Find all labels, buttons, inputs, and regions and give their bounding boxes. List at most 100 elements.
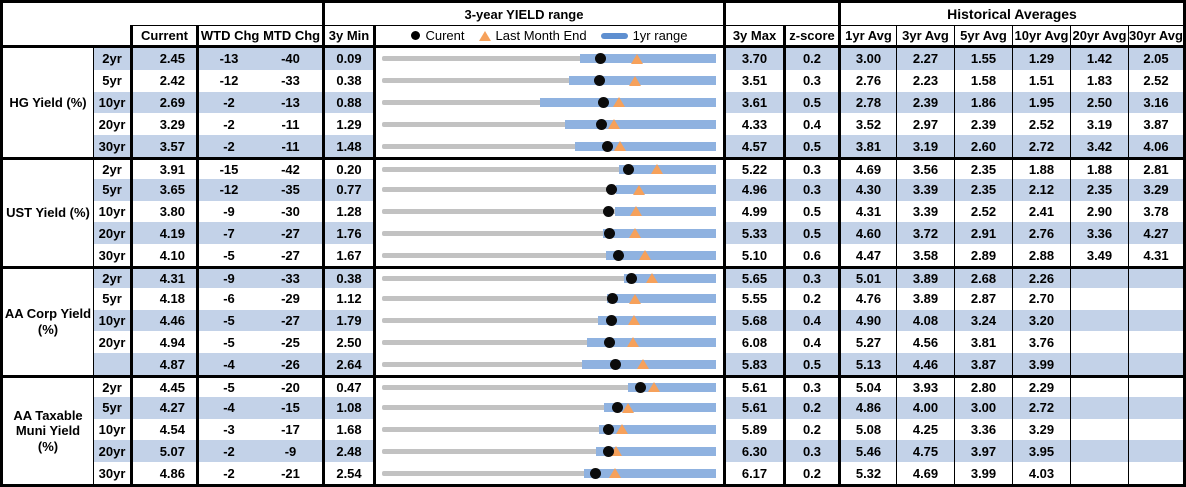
range-bar-1yr — [587, 337, 716, 347]
current-dot — [611, 402, 623, 414]
current-dot — [603, 227, 615, 239]
cell-tenor: 2yr — [93, 265, 130, 288]
current-dot — [604, 336, 616, 348]
cell-20yr-avg — [1070, 331, 1128, 354]
range-chart-cell — [373, 156, 723, 179]
cell-10yr-avg: 3.99 — [1012, 353, 1070, 375]
cell-3y-min: 1.12 — [322, 287, 373, 310]
cell-10yr-avg: 3.20 — [1012, 309, 1070, 332]
cell-10yr-avg: 2.41 — [1012, 200, 1070, 223]
cell-5yr-avg: 3.36 — [954, 418, 1012, 441]
cell-z-score: 0.2 — [783, 396, 838, 419]
cell-30yr-avg: 2.52 — [1128, 69, 1183, 92]
range-chart-cell — [373, 69, 723, 92]
range-chart — [382, 113, 716, 135]
cell-mtd-chg: -33 — [259, 265, 322, 288]
last-month-end-marker — [628, 75, 641, 86]
range-chart-cell — [373, 135, 723, 157]
range-track-3y — [382, 361, 716, 367]
cell-3y-max: 5.65 — [723, 265, 783, 288]
cell-10yr-avg: 2.26 — [1012, 265, 1070, 288]
cell-30yr-avg — [1128, 396, 1183, 419]
cell-3yr-avg: 4.75 — [896, 440, 954, 463]
cell-wtd-chg: -2 — [196, 135, 259, 157]
range-bar-1yr — [596, 446, 716, 456]
current-dot — [609, 358, 621, 370]
last-month-end-marker — [629, 206, 642, 217]
cell-1yr-avg: 4.86 — [838, 396, 896, 419]
range-chart-cell — [373, 309, 723, 332]
cell-3y-min: 0.20 — [322, 156, 373, 179]
last-month-end-marker — [616, 424, 629, 435]
header-blank-mid — [723, 3, 838, 26]
range-chart-cell — [373, 48, 723, 70]
cell-5yr-avg: 1.58 — [954, 69, 1012, 92]
cell-wtd-chg: -2 — [196, 440, 259, 463]
cell-wtd-chg: -9 — [196, 200, 259, 223]
cell-3yr-avg: 4.56 — [896, 331, 954, 354]
cell-1yr-avg: 5.13 — [838, 353, 896, 375]
section-label: UST Yield (%) — [3, 156, 93, 266]
cell-3y-min: 1.29 — [322, 113, 373, 136]
cell-20yr-avg — [1070, 440, 1128, 463]
range-bar-1yr — [579, 54, 716, 64]
cell-5yr-avg: 3.81 — [954, 331, 1012, 354]
last-month-end-marker — [645, 273, 658, 284]
cell-20yr-avg: 1.42 — [1070, 48, 1128, 70]
cell-3yr-avg: 4.08 — [896, 309, 954, 332]
range-chart-cell — [373, 440, 723, 463]
range-chart — [382, 48, 716, 70]
column-header-3y-min: 3y Min — [322, 26, 373, 48]
cell-tenor: 10yr — [93, 309, 130, 332]
cell-30yr-avg — [1128, 287, 1183, 310]
range-bar-1yr — [598, 315, 716, 325]
range-bar-icon — [600, 32, 628, 39]
cell-tenor: 5yr — [93, 178, 130, 201]
cell-1yr-avg: 5.32 — [838, 462, 896, 484]
cell-current: 4.94 — [130, 331, 196, 354]
cell-20yr-avg — [1070, 265, 1128, 288]
cell-current: 5.07 — [130, 440, 196, 463]
cell-10yr-avg: 2.88 — [1012, 244, 1070, 266]
cell-current: 4.46 — [130, 309, 196, 332]
cell-wtd-chg: -5 — [196, 309, 259, 332]
column-header-3yr-avg: 3yr Avg — [896, 26, 954, 48]
cell-3yr-avg: 2.97 — [896, 113, 954, 136]
column-header-z-score: z-score — [783, 26, 838, 48]
cell-z-score: 0.3 — [783, 374, 838, 397]
cell-5yr-avg: 2.89 — [954, 244, 1012, 266]
cell-wtd-chg: -6 — [196, 287, 259, 310]
range-chart — [382, 222, 716, 244]
range-track-3y — [382, 187, 716, 193]
range-track-3y — [382, 405, 716, 411]
cell-30yr-avg — [1128, 418, 1183, 441]
last-month-end-marker — [631, 53, 644, 64]
current-dot — [602, 140, 614, 152]
cell-wtd-chg: -15 — [196, 156, 259, 179]
range-chart — [382, 419, 716, 441]
cell-mtd-chg: -27 — [259, 244, 322, 266]
cell-30yr-avg: 4.27 — [1128, 222, 1183, 245]
cell-5yr-avg: 2.60 — [954, 135, 1012, 157]
cell-3y-max: 5.83 — [723, 353, 783, 375]
section-label: AA Corp Yield (%) — [3, 265, 93, 375]
cell-mtd-chg: -30 — [259, 200, 322, 223]
current-dot-icon — [411, 31, 421, 40]
cell-3yr-avg: 3.93 — [896, 374, 954, 397]
cell-current: 2.69 — [130, 91, 196, 114]
cell-5yr-avg: 2.35 — [954, 178, 1012, 201]
cell-tenor: 30yr — [93, 135, 130, 157]
header-blank-left — [130, 3, 322, 26]
cell-1yr-avg: 4.47 — [838, 244, 896, 266]
cell-20yr-avg: 3.42 — [1070, 135, 1128, 157]
cell-5yr-avg: 2.91 — [954, 222, 1012, 245]
historical-averages-title: Historical Averages — [838, 3, 1183, 26]
range-track-3y — [382, 275, 716, 281]
cell-10yr-avg: 2.76 — [1012, 222, 1070, 245]
cell-z-score: 0.5 — [783, 353, 838, 375]
cell-tenor: 20yr — [93, 113, 130, 136]
cell-tenor: 5yr — [93, 287, 130, 310]
cell-1yr-avg: 5.46 — [838, 440, 896, 463]
section-label: HG Yield (%) — [3, 48, 93, 157]
cell-current: 4.45 — [130, 374, 196, 397]
